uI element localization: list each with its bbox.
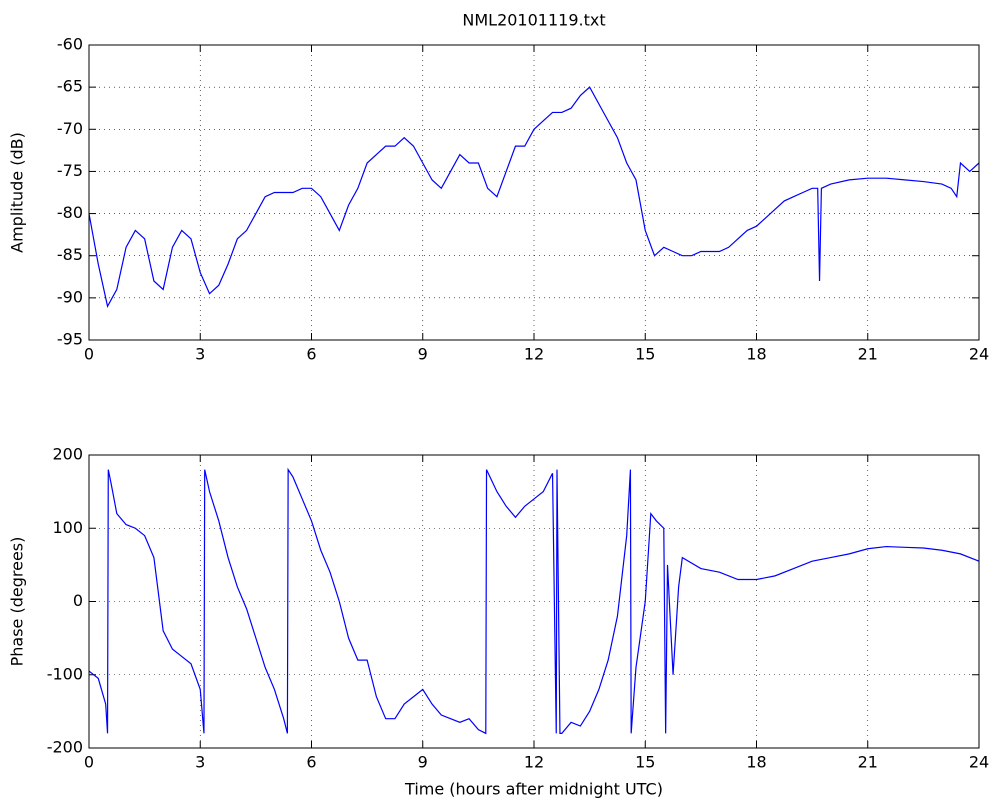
x-tick-label: 21 <box>858 345 878 364</box>
x-tick-label: 15 <box>635 345 655 364</box>
x-tick-label: 18 <box>746 345 766 364</box>
x-tick-label: 9 <box>418 345 428 364</box>
data-line <box>88 467 980 735</box>
y-tick-label: -100 <box>47 664 83 683</box>
x-tick-label: 6 <box>306 753 316 772</box>
y-tick-label: 0 <box>73 591 83 610</box>
y-axis-label: Phase (degrees) <box>8 537 27 667</box>
y-tick-label: -70 <box>57 119 83 138</box>
y-tick-label: -85 <box>57 245 83 264</box>
x-tick-label: 12 <box>524 345 544 364</box>
x-tick-label: 3 <box>195 345 205 364</box>
y-tick-label: -65 <box>57 77 83 96</box>
x-axis-label: Time (hours after midnight UTC) <box>404 780 663 799</box>
x-tick-label: 15 <box>635 753 655 772</box>
x-tick-label: 0 <box>84 753 94 772</box>
x-tick-label: 0 <box>84 345 94 364</box>
x-tick-label: 6 <box>306 345 316 364</box>
x-tick-label: 18 <box>746 753 766 772</box>
axes-frame <box>88 454 980 749</box>
axes-frame <box>88 44 980 341</box>
chart-title: NML20101119.txt <box>462 11 605 30</box>
y-tick-label: -60 <box>57 35 83 54</box>
y-tick-label: 100 <box>52 518 83 537</box>
y-tick-label: -200 <box>47 738 83 757</box>
y-tick-label: 200 <box>52 445 83 464</box>
y-tick-label: -80 <box>57 203 83 222</box>
x-tick-label: 3 <box>195 753 205 772</box>
x-tick-label: 9 <box>418 753 428 772</box>
y-axis-label: Amplitude (dB) <box>8 132 27 253</box>
y-tick-label: -90 <box>57 287 83 306</box>
x-tick-label: 12 <box>524 753 544 772</box>
data-line <box>88 86 980 308</box>
y-tick-label: -95 <box>57 330 83 349</box>
x-tick-label: 24 <box>969 345 989 364</box>
x-tick-label: 24 <box>969 753 989 772</box>
x-tick-label: 21 <box>858 753 878 772</box>
y-tick-label: -75 <box>57 161 83 180</box>
